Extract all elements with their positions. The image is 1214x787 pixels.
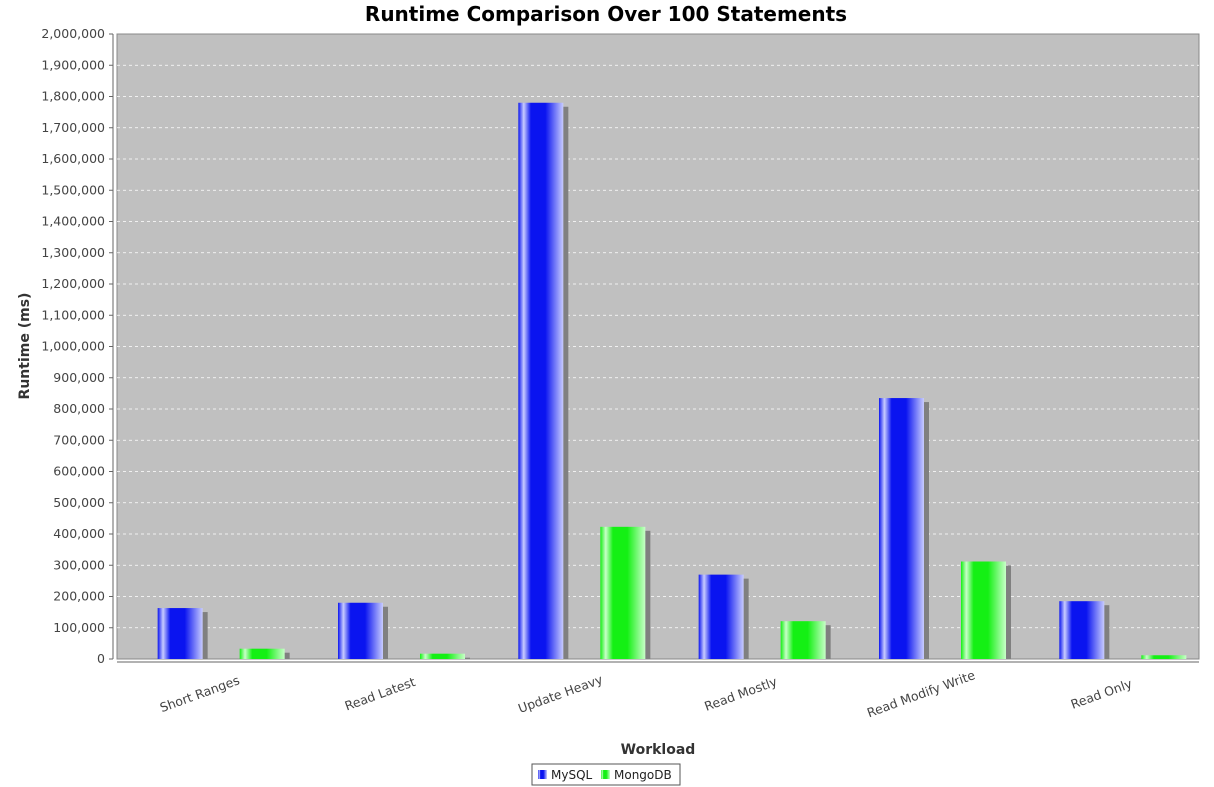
bar-mongodb-short-ranges: [239, 648, 285, 659]
y-tick-label: 1,800,000: [41, 89, 105, 104]
bar-mysql-read-only: [1059, 601, 1105, 659]
bar-mongodb-read-modify-write: [961, 561, 1006, 659]
bar-mongodb-update-heavy: [600, 526, 646, 659]
legend-label-mongodb: MongoDB: [614, 768, 672, 782]
y-tick-label: 800,000: [53, 401, 105, 416]
y-tick-label: 1,500,000: [41, 182, 105, 197]
y-tick-label: 0: [97, 651, 105, 666]
y-axis-ticks: 0 100,000 200,000 300,000 400,000 500,000 600,…: [41, 26, 113, 666]
bar-mysql-update-heavy: [518, 102, 564, 659]
y-tick-label: 900,000: [53, 370, 105, 385]
bar-mysql-short-ranges: [157, 608, 203, 659]
x-tick-label: Read Latest: [343, 674, 418, 713]
y-tick-label: 1,300,000: [41, 245, 105, 260]
y-tick-label: 100,000: [53, 620, 105, 635]
chart-title: Runtime Comparison Over 100 Statements: [365, 2, 847, 26]
bar-mysql-read-modify-write: [879, 398, 924, 659]
y-tick-label: 200,000: [53, 589, 105, 604]
y-tick-label: 1,400,000: [41, 214, 105, 229]
legend: MySQL MongoDB: [531, 763, 681, 786]
y-tick-label: 1,900,000: [41, 57, 105, 72]
bar-mysql-read-latest: [338, 602, 383, 659]
y-tick-label: 600,000: [53, 464, 105, 479]
bar-mysql-read-mostly: [698, 574, 744, 659]
y-tick-label: 700,000: [53, 432, 105, 447]
bar-mongodb-read-mostly: [780, 621, 826, 659]
bar-mongodb-read-only: [1141, 655, 1187, 659]
y-tick-label: 1,100,000: [41, 307, 105, 322]
x-tick-label: Read Only: [1069, 676, 1135, 712]
legend-swatch-mongodb: [601, 770, 610, 779]
y-tick-label: 1,700,000: [41, 120, 105, 135]
y-tick-label: 1,200,000: [41, 276, 105, 291]
x-tick-label: Read Mostly: [702, 674, 779, 714]
y-axis-label: Runtime (ms): [17, 293, 33, 400]
y-tick-label: 300,000: [53, 557, 105, 572]
legend-label-mysql: MySQL: [551, 768, 593, 782]
gridlines: [117, 64, 1199, 629]
y-tick-label: 500,000: [53, 495, 105, 510]
x-axis-label: Workload: [621, 742, 696, 758]
legend-swatch-mysql: [538, 770, 547, 779]
x-tick-label: Short Ranges: [158, 672, 242, 715]
x-tick-label: Read Modify Write: [865, 667, 977, 720]
y-tick-label: 1,600,000: [41, 151, 105, 166]
x-tick-label: Update Heavy: [516, 671, 605, 716]
y-tick-label: 2,000,000: [41, 26, 105, 41]
bar-mongodb-read-latest: [420, 653, 465, 659]
bars: [157, 102, 1187, 659]
x-axis-ticks: Short Ranges Read Latest Update Heavy Read …: [158, 667, 1135, 720]
y-tick-label: 1,000,000: [41, 339, 105, 354]
y-tick-label: 400,000: [53, 526, 105, 541]
